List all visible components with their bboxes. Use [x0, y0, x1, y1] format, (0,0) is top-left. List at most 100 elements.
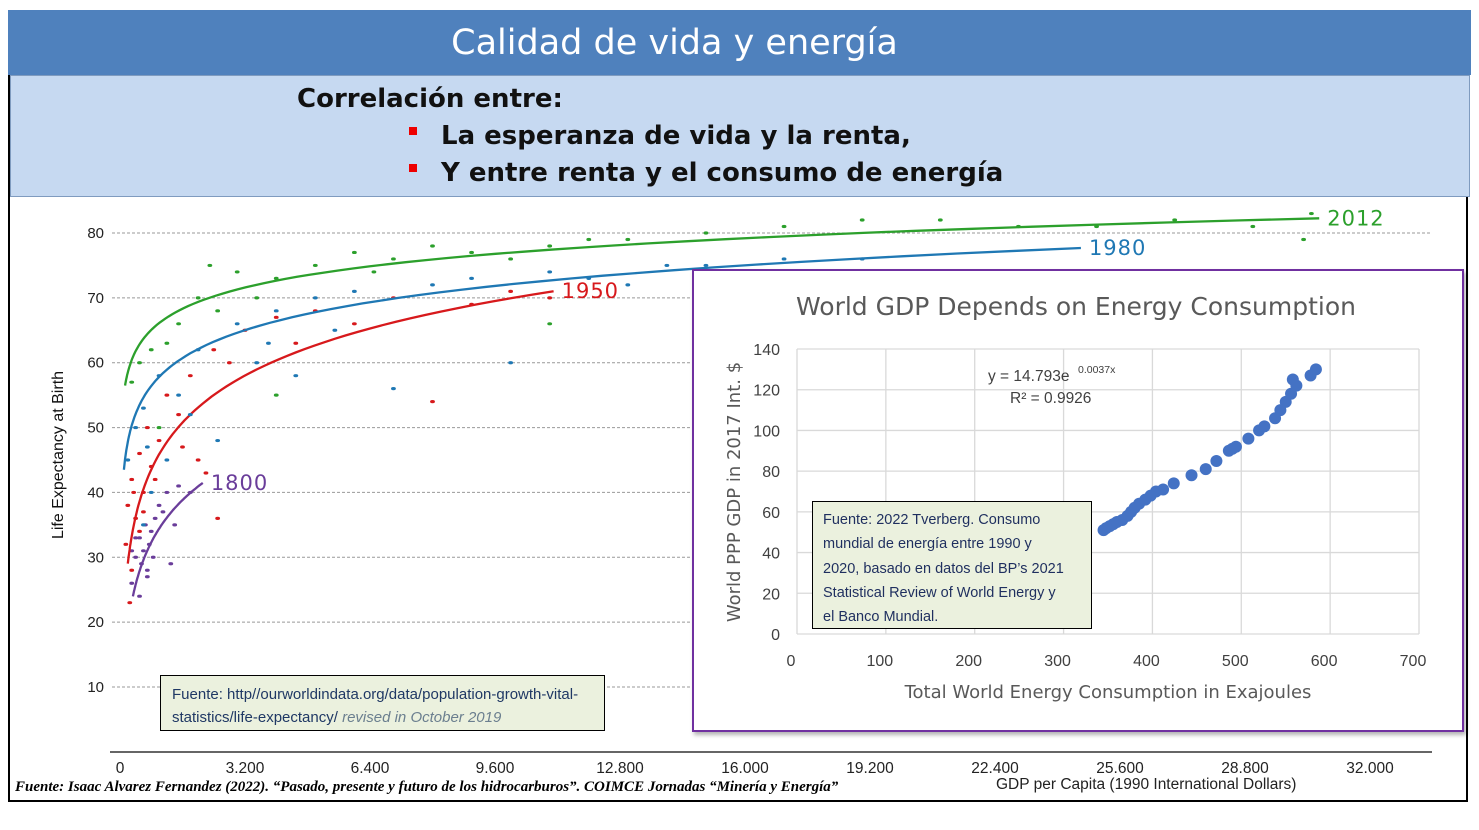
data-point-1800 [148, 529, 154, 533]
data-point-2012 [207, 263, 213, 268]
data-point-1950 [137, 451, 142, 456]
x-axis-label: Total World Energy Consumption in Exajou… [904, 682, 1312, 703]
data-point-1950 [226, 361, 232, 365]
data-point-1800 [137, 594, 142, 598]
data-point-1980 [391, 387, 396, 391]
data-point-1980 [332, 328, 338, 332]
data-point-2012 [1172, 218, 1178, 222]
data-point-1980 [133, 425, 139, 430]
data-point-1950 [547, 296, 553, 300]
data-point [1258, 420, 1271, 433]
series-label-1950: 1950 [562, 279, 619, 303]
data-point [1167, 477, 1180, 490]
data-point-1980 [293, 374, 299, 378]
x-tick-label: 200 [955, 653, 982, 670]
x-tick-label: 9.600 [476, 760, 515, 777]
y-tick-label: 100 [753, 423, 780, 440]
data-point-2012 [586, 237, 592, 242]
x-tick-label: 32.000 [1346, 760, 1394, 777]
y-tick-label: 30 [87, 549, 104, 566]
x-tick-label: 400 [1133, 653, 1160, 670]
data-point-1800 [133, 536, 139, 540]
x-tick-label: 28.800 [1221, 760, 1269, 777]
x-tick-label: 19.200 [846, 760, 894, 777]
data-point-1950 [141, 510, 146, 514]
data-point-1980 [508, 361, 514, 365]
data-point-1980 [312, 296, 318, 300]
data-point-2012 [547, 322, 553, 326]
data-point-1980 [148, 490, 154, 495]
data-point-2012 [137, 361, 142, 365]
y-tick-label: 80 [87, 225, 104, 242]
y-tick-label: 40 [762, 546, 780, 563]
data-point-1800 [152, 516, 158, 520]
data-point-2012 [1301, 237, 1306, 242]
data-point-1950 [203, 471, 209, 475]
y-tick-label: 50 [87, 420, 104, 437]
data-point-2012 [547, 244, 553, 248]
data-point-1980 [141, 406, 146, 410]
data-point-1950 [187, 374, 193, 378]
data-point [1309, 363, 1322, 376]
bullet-icon [409, 163, 417, 172]
data-point-1980 [254, 361, 260, 365]
data-point-2012 [391, 257, 396, 261]
x-tick-label: 300 [1044, 653, 1071, 670]
data-point-1950 [125, 503, 131, 507]
y-tick-label: 60 [87, 355, 104, 372]
x-tick-label: 3.200 [226, 760, 265, 777]
x-tick-label: 100 [867, 653, 894, 670]
data-point-1800 [144, 568, 150, 572]
trendline-1800 [131, 481, 204, 597]
y-tick-label: 0 [771, 627, 780, 644]
data-point-2012 [371, 270, 377, 274]
data-point-2012 [215, 309, 221, 313]
data-point-1950 [152, 477, 158, 482]
data-point-2012 [703, 231, 709, 235]
data-point [1242, 432, 1255, 445]
data-point-2012 [148, 348, 154, 352]
trendline-2012 [123, 217, 1320, 386]
x-tick-label: 16.000 [721, 760, 769, 777]
data-point [1157, 483, 1170, 496]
x-tick-label: 25.600 [1096, 760, 1144, 777]
r-squared: R² = 0.9926 [1010, 390, 1091, 407]
data-point-1980 [215, 438, 221, 443]
subtitle-panel: Correlación entre: La esperanza de vida … [10, 75, 1470, 197]
data-point-2012 [273, 393, 279, 397]
trendline-1950 [126, 290, 554, 564]
y-axis-label: Life Expectancy at Birth [50, 371, 67, 539]
data-point-1800 [144, 575, 150, 579]
x-tick-label: 6.400 [351, 760, 390, 777]
data-point-2012 [859, 218, 865, 222]
data-point-1950 [123, 542, 129, 546]
data-point [1185, 469, 1198, 482]
y-tick-label: 20 [762, 586, 780, 603]
y-tick-label: 120 [753, 383, 780, 400]
data-point-1950 [180, 445, 185, 449]
series-label-1980: 1980 [1089, 236, 1146, 260]
data-point-2012 [195, 296, 201, 300]
x-tick-label: 0 [116, 760, 125, 777]
data-point-1950 [129, 568, 135, 572]
bullet-icon [409, 126, 417, 135]
data-point-1950 [131, 490, 137, 495]
data-point-1980 [664, 263, 670, 268]
data-point-1980 [273, 309, 279, 313]
x-tick-label: 500 [1222, 653, 1249, 670]
slide-title: Calidad de vida y energía [8, 10, 1471, 75]
y-tick-label: 140 [753, 342, 780, 359]
data-point [1199, 463, 1212, 476]
data-point-2012 [351, 250, 357, 255]
data-point-2012 [937, 218, 943, 222]
x-axis-label: GDP per Capita (1990 International Dolla… [996, 776, 1297, 793]
x-tick-label: 700 [1400, 653, 1427, 670]
data-point-2012 [1309, 211, 1314, 216]
data-point-1950 [430, 400, 435, 404]
data-point-1980 [144, 445, 150, 449]
footer-source: Fuente: Isaac Alvarez Fernandez (2022). … [15, 779, 839, 795]
data-point-1950 [164, 393, 170, 397]
data-point-2012 [176, 322, 181, 326]
y-tick-label: 20 [87, 614, 104, 631]
y-axis-label: World PPP GDP in 2017 Int. $ [724, 362, 745, 622]
